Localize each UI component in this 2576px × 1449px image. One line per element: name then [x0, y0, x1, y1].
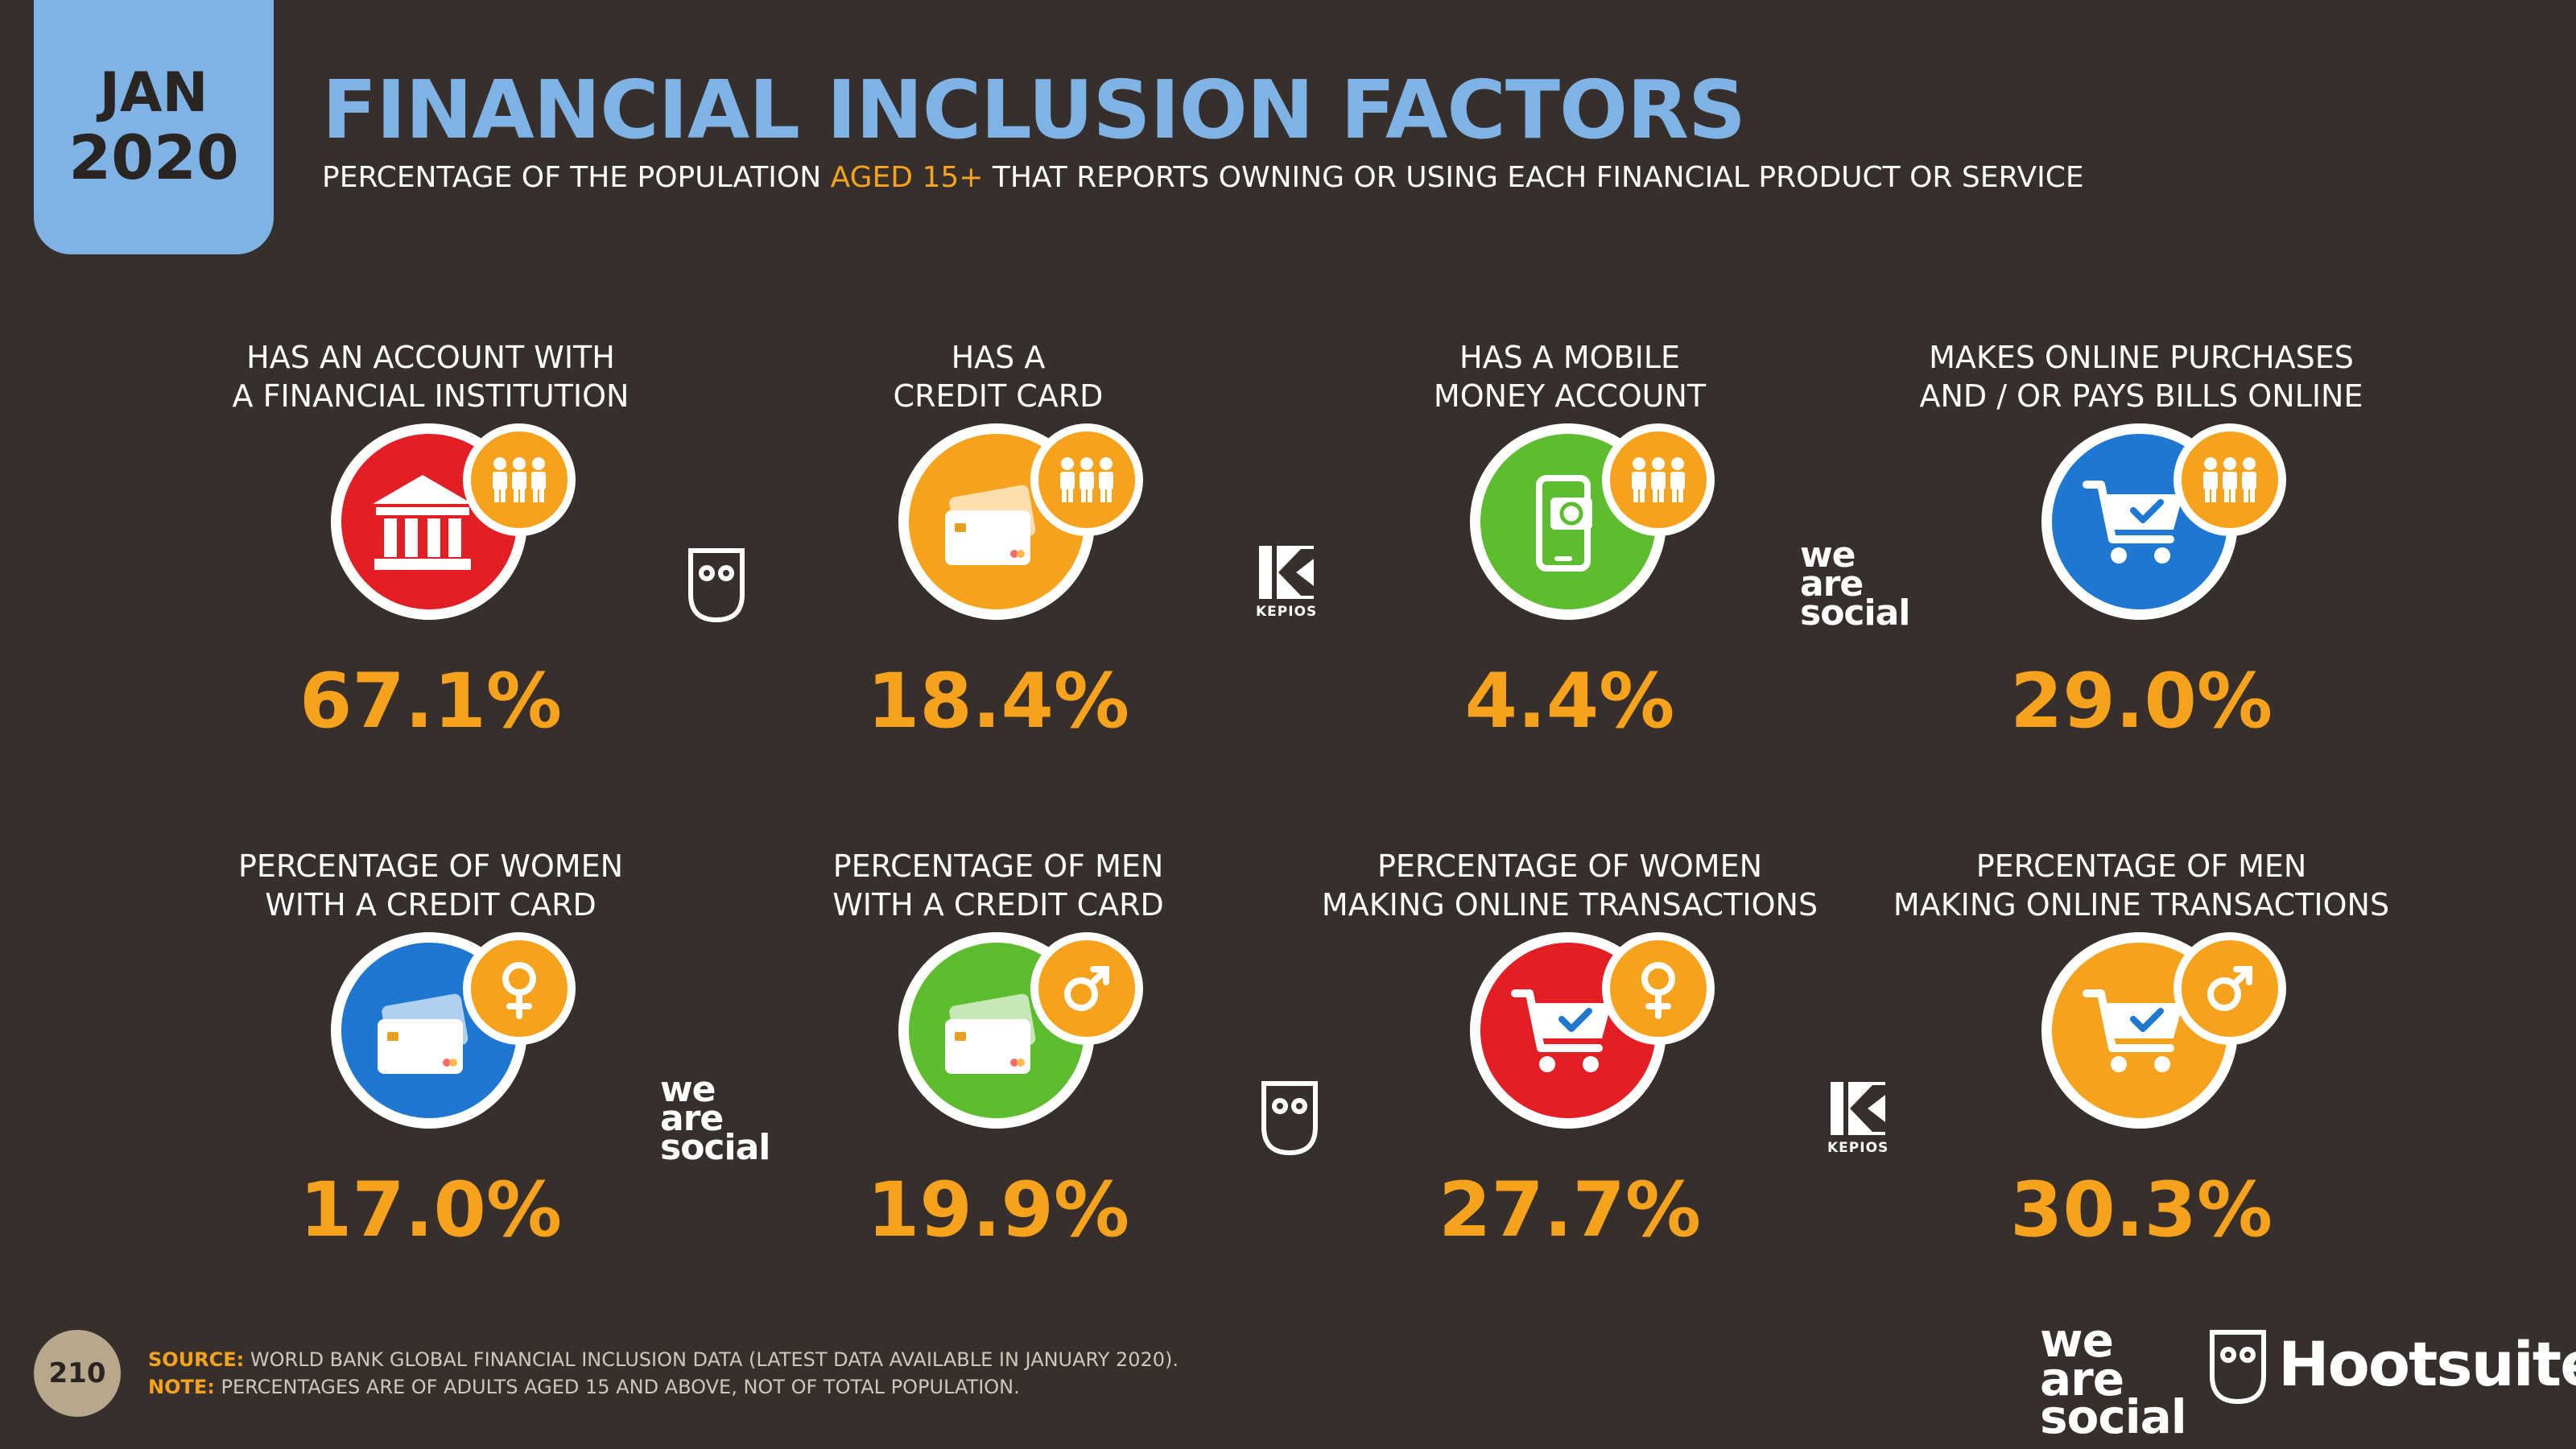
- stat-value: 4.4%: [1464, 658, 1675, 745]
- note-line: NOTE: PERCENTAGES ARE OF ADULTS AGED 15 …: [148, 1373, 1179, 1401]
- stat-card-online-purchases: MAKES ONLINE PURCHASES AND / OR PAYS BIL…: [1892, 338, 2391, 740]
- stat-label-line2: MAKING ONLINE TRANSACTIONS: [1321, 887, 1818, 923]
- shopping-cart-icon: [2041, 932, 2286, 1129]
- logo-are: are: [660, 1098, 724, 1140]
- kepios-k-icon: [1831, 1082, 1885, 1135]
- hootsuite-owl-icon: [1261, 1081, 1318, 1156]
- logo-social: social: [2040, 1389, 2187, 1445]
- logo-social: social: [1800, 592, 1910, 634]
- hootsuite-owl-icon: [688, 548, 745, 623]
- source-text: WORLD BANK GLOBAL FINANCIAL INCLUSION DA…: [244, 1348, 1179, 1371]
- page-subtitle: PERCENTAGE OF THE POPULATION AGED 15+ TH…: [322, 161, 2084, 194]
- stat-card-mobile-money: HAS A MOBILE MONEY ACCOUNT 4.4%: [1320, 338, 1819, 740]
- logo-we: we: [2040, 1313, 2114, 1368]
- stat-label: PERCENTAGE OF MEN MAKING ONLINE TRANSACT…: [1892, 847, 2391, 924]
- stat-value: 67.1%: [299, 658, 563, 745]
- stat-label-line1: HAS A: [951, 340, 1046, 375]
- stat-label: PERCENTAGE OF WOMEN MAKING ONLINE TRANSA…: [1320, 847, 1819, 924]
- stat-label: HAS A MOBILE MONEY ACCOUNT: [1320, 338, 1819, 415]
- kepios-label: KEPIOS: [1256, 604, 1318, 620]
- stat-card-account: HAS AN ACCOUNT WITH A FINANCIAL INSTITUT…: [181, 338, 680, 740]
- stat-label-line2: MAKING ONLINE TRANSACTIONS: [1893, 887, 2390, 923]
- date-year: 2020: [68, 121, 239, 193]
- stat-label-line1: HAS AN ACCOUNT WITH: [246, 340, 615, 375]
- stat-label: MAKES ONLINE PURCHASES AND / OR PAYS BIL…: [1892, 338, 2391, 415]
- date-badge: JAN 2020: [34, 0, 274, 254]
- footer-notes: SOURCE: WORLD BANK GLOBAL FINANCIAL INCL…: [148, 1346, 1179, 1401]
- hootsuite-logo-text: Hootsuite: [2278, 1328, 2576, 1400]
- kepios-label: KEPIOS: [1827, 1140, 1889, 1156]
- source-label: SOURCE:: [148, 1348, 245, 1371]
- stat-card-credit-card: HAS A CREDIT CARD 18.4%: [749, 338, 1248, 740]
- source-line: SOURCE: WORLD BANK GLOBAL FINANCIAL INCL…: [148, 1346, 1179, 1373]
- credit-card-icon: [898, 423, 1143, 620]
- stat-value: 17.0%: [299, 1166, 563, 1254]
- stat-value: 30.3%: [2009, 1166, 2273, 1254]
- bank-icon: [331, 423, 576, 620]
- stat-label: HAS A CREDIT CARD: [749, 338, 1248, 415]
- shopping-cart-icon: [2041, 423, 2286, 620]
- hootsuite-owl-icon: [2210, 1330, 2266, 1405]
- subtitle-prefix: PERCENTAGE OF THE POPULATION: [322, 161, 831, 194]
- stat-label-line2: CREDIT CARD: [893, 378, 1104, 414]
- stat-label: HAS AN ACCOUNT WITH A FINANCIAL INSTITUT…: [181, 338, 680, 415]
- logo-are: are: [2040, 1351, 2124, 1406]
- stat-card-women-online: PERCENTAGE OF WOMEN MAKING ONLINE TRANSA…: [1320, 847, 1819, 1249]
- logo-social: social: [660, 1127, 770, 1169]
- stat-value: 18.4%: [866, 658, 1130, 745]
- credit-card-icon: [331, 932, 576, 1129]
- stat-label-line2: A FINANCIAL INSTITUTION: [232, 378, 630, 414]
- stat-label-line2: MONEY ACCOUNT: [1433, 378, 1707, 414]
- we-are-social-logo: we are social: [1800, 535, 1910, 634]
- stat-label-line1: MAKES ONLINE PURCHASES: [1929, 340, 2354, 375]
- kepios-logo: KEPIOS: [1256, 544, 1317, 620]
- page-title: FINANCIAL INCLUSION FACTORS: [322, 63, 1746, 157]
- stat-label-line1: HAS A MOBILE: [1459, 340, 1680, 375]
- stat-value: 27.7%: [1438, 1166, 1702, 1254]
- credit-card-icon: [898, 932, 1143, 1129]
- stat-label: PERCENTAGE OF MEN WITH A CREDIT CARD: [749, 847, 1248, 924]
- logo-are: are: [1800, 564, 1864, 605]
- kepios-logo: KEPIOS: [1827, 1080, 1889, 1156]
- stat-label-line1: PERCENTAGE OF WOMEN: [237, 848, 624, 884]
- kepios-k-icon: [1259, 546, 1314, 599]
- stat-card-men-credit-card: PERCENTAGE OF MEN WITH A CREDIT CARD 19.…: [749, 847, 1248, 1249]
- stat-label-line1: PERCENTAGE OF WOMEN: [1377, 848, 1763, 884]
- stat-label: PERCENTAGE OF WOMEN WITH A CREDIT CARD: [181, 847, 680, 924]
- subtitle-highlight: AGED 15+: [830, 161, 984, 194]
- logo-we: we: [660, 1069, 716, 1110]
- stat-label-line2: AND / OR PAYS BILLS ONLINE: [1919, 378, 2363, 414]
- note-text: PERCENTAGES ARE OF ADULTS AGED 15 AND AB…: [214, 1376, 1020, 1398]
- stat-value: 19.9%: [866, 1166, 1130, 1254]
- stat-card-women-credit-card: PERCENTAGE OF WOMEN WITH A CREDIT CARD 1…: [181, 847, 680, 1249]
- stat-label-line1: PERCENTAGE OF MEN: [832, 848, 1164, 884]
- we-are-social-logo: we are social: [2040, 1313, 2187, 1445]
- mobile-money-icon: [1470, 423, 1715, 620]
- page-number: 210: [34, 1330, 121, 1417]
- we-are-social-logo: we are social: [660, 1069, 770, 1169]
- stat-label-line2: WITH A CREDIT CARD: [265, 887, 597, 923]
- logo-we: we: [1800, 535, 1856, 576]
- stat-label-line2: WITH A CREDIT CARD: [832, 887, 1164, 923]
- date-month: JAN: [99, 60, 208, 125]
- note-label: NOTE:: [148, 1376, 215, 1398]
- stat-label-line1: PERCENTAGE OF MEN: [1975, 848, 2307, 884]
- stat-value: 29.0%: [2009, 658, 2273, 745]
- subtitle-suffix: THAT REPORTS OWNING OR USING EACH FINANC…: [983, 161, 2084, 194]
- stat-card-men-online: PERCENTAGE OF MEN MAKING ONLINE TRANSACT…: [1892, 847, 2391, 1249]
- shopping-cart-icon: [1470, 932, 1715, 1129]
